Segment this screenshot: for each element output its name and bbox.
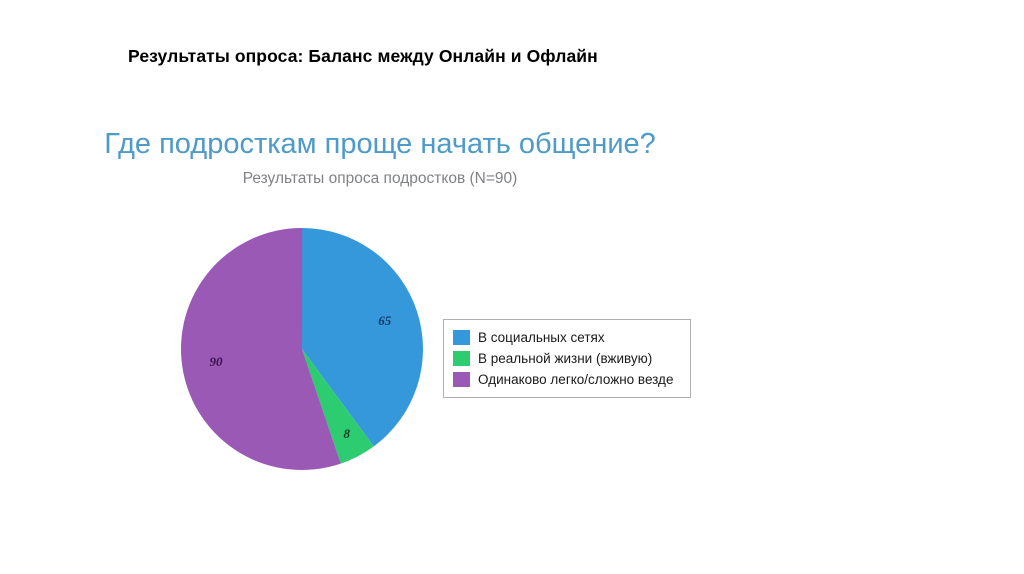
pie-graphic: 65 8 90: [180, 227, 424, 471]
legend-label-equally-easy: Одинаково легко/сложно везде: [478, 371, 674, 387]
chart-legend: В социальных сетях В реальной жизни (вжи…: [443, 319, 691, 398]
legend-item-social-networks: В социальных сетях: [453, 327, 682, 348]
legend-swatch-icon-social-networks: [453, 330, 470, 345]
pie-slices: [180, 227, 423, 470]
pie-chart: Где подросткам проще начать общение? Рез…: [0, 110, 1024, 510]
pie-slice-label-real-life: 8: [344, 426, 351, 441]
page-title: Результаты опроса: Баланс между Онлайн и…: [128, 46, 598, 66]
legend-swatch-icon-real-life: [453, 351, 470, 366]
pie-svg: 65 8 90: [180, 227, 423, 470]
legend-label-real-life: В реальной жизни (вживую): [478, 350, 653, 366]
legend-item-real-life: В реальной жизни (вживую): [453, 348, 682, 369]
pie-slice-real-life: [302, 349, 374, 464]
pie-slice-equally-easy: [180, 227, 341, 470]
legend-swatch-icon-equally-easy: [453, 372, 470, 387]
pie-slice-label-equally-easy: 90: [210, 354, 224, 369]
legend-item-equally-easy: Одинаково легко/сложно везде: [453, 369, 682, 390]
pie-slice-social-networks: [302, 228, 423, 447]
pie-slice-labels: 65 8 90: [210, 313, 392, 441]
chart-subtitle: Результаты опроса подростков (N=90): [242, 170, 518, 187]
pie-slice-label-social-networks: 65: [378, 313, 392, 328]
chart-title: Где подросткам проще начать общение?: [104, 128, 656, 160]
legend-label-social-networks: В социальных сетях: [478, 329, 605, 345]
